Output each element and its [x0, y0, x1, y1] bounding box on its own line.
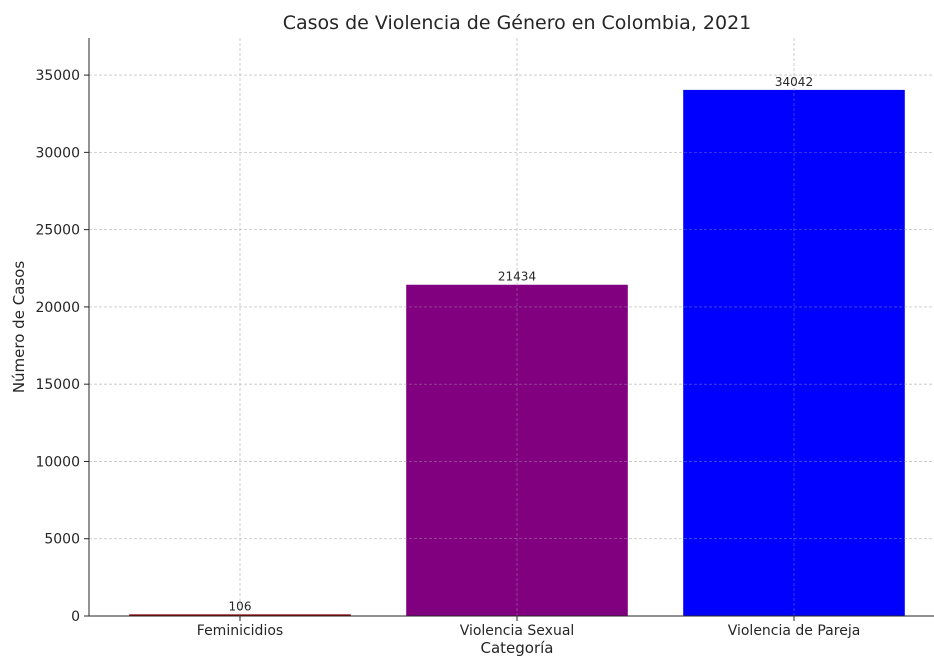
chart-title: Casos de Violencia de Género en Colombia… [283, 12, 752, 34]
axis-layer [84, 38, 934, 621]
data-label: 34042 [775, 75, 813, 89]
y-axis-label: Número de Casos [10, 261, 28, 394]
label-layer: 0 5000 10000 15000 20000 25000 30000 35000 Femin… [35, 68, 860, 639]
y-tick-label: 15000 [35, 377, 80, 393]
data-label: 21434 [498, 270, 536, 284]
x-axis-label: Categoría [480, 639, 553, 656]
y-tick-label: 35000 [35, 68, 80, 84]
data-label: 106 [229, 599, 252, 613]
y-tick-label: 30000 [35, 145, 80, 161]
y-tick-label: 20000 [35, 300, 80, 316]
y-tick-label: 0 [71, 609, 80, 625]
y-tick-label: 5000 [44, 532, 80, 548]
y-tick-label: 25000 [35, 223, 80, 239]
x-tick-label: Feminicidios [197, 623, 283, 639]
y-tick-label: 10000 [35, 454, 80, 470]
x-tick-label: Violencia de Pareja [728, 623, 861, 639]
x-tick-label: Violencia Sexual [460, 623, 575, 639]
bar-layer [89, 38, 934, 617]
